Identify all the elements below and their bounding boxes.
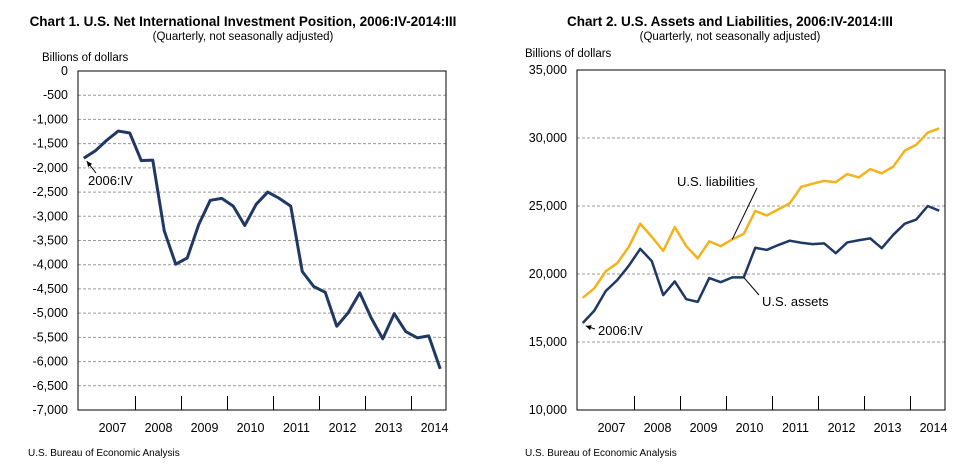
y-tick-label: 30,000 [529,131,567,145]
y-tick-label: -5,500 [33,330,68,344]
x-tick-label: 2009 [690,421,718,435]
annotation-arrowhead [86,161,93,168]
y-tick-label: -4,500 [33,282,68,296]
series-line [581,204,940,324]
chart-panel-net-position: Chart 1. U.S. Net International Investme… [0,0,486,473]
series-label-leader [743,277,760,296]
x-tick-label: 2007 [598,421,626,435]
series-label: U.S. assets [762,294,829,309]
y-tick-label: -6,000 [33,355,68,369]
chart-assets-liabilities: Billions of dollars 10,000 15,000 20,000 25,… [525,48,948,435]
y-axis-label: Billions of dollars [42,52,129,64]
y-tick-label: -7,000 [33,403,68,417]
chart-subtitle: (Quarterly, not seasonally adjusted) [639,31,821,43]
series-line [82,129,442,370]
x-tick-label: 2014 [920,421,948,435]
series-label-leader [731,187,758,240]
annotation-arrowhead [585,325,592,331]
annotation-label: 2006:IV [598,323,643,338]
y-axis-label: Billions of dollars [525,48,612,60]
x-tick-label: 2008 [145,421,173,435]
y-tick-label: 15,000 [529,335,567,349]
x-tick-label: 2013 [874,421,902,435]
y-tick-label: -1,000 [33,112,68,126]
x-tick-label: 2014 [421,421,449,435]
plot-frame [576,69,946,411]
source-note: U.S. Bureau of Economic Analysis [28,448,180,459]
y-tick-label: -5,000 [33,306,68,320]
y-tick-label: -2,500 [33,185,68,199]
x-tick-label: 2012 [329,421,357,435]
x-tick-label: 2011 [283,421,310,435]
y-tick-label: -1,500 [33,137,68,151]
source-note: U.S. Bureau of Economic Analysis [525,448,677,459]
y-tick-label: 25,000 [529,199,567,213]
y-tick-label: -4,000 [33,258,68,272]
x-tick-label: 2010 [237,421,265,435]
x-tick-label: 2011 [782,421,809,435]
y-tick-label: -3,500 [33,234,68,248]
y-tick-label: 35,000 [529,63,567,77]
x-tick-label: 2013 [375,421,403,435]
chart-title: Chart 1. U.S. Net International Investme… [29,14,457,29]
series-line [581,127,940,299]
x-tick-label: 2009 [191,421,219,435]
y-tick-label: -2,000 [33,161,68,175]
y-tick-label: -500 [43,88,68,102]
plot-frame [77,70,447,411]
annotation-label: 2006:IV [88,173,133,188]
chart-subtitle: (Quarterly, not seasonally adjusted) [152,31,334,43]
y-tick-label: 10,000 [529,403,567,417]
y-tick-label: -6,500 [33,379,68,393]
x-tick-label: 2007 [99,421,127,435]
y-tick-label: 20,000 [529,267,567,281]
y-tick-label: 0 [61,64,68,78]
x-tick-label: 2008 [644,421,672,435]
chart-title: Chart 2. U.S. Assets and Liabilities, 20… [567,14,893,29]
x-tick-label: 2010 [736,421,764,435]
x-tick-label: 2012 [828,421,856,435]
series-label: U.S. liabilities [677,174,756,189]
y-tick-label: -3,000 [33,209,68,223]
chart-panel-assets-liabilities: Chart 2. U.S. Assets and Liabilities, 20… [487,0,973,473]
